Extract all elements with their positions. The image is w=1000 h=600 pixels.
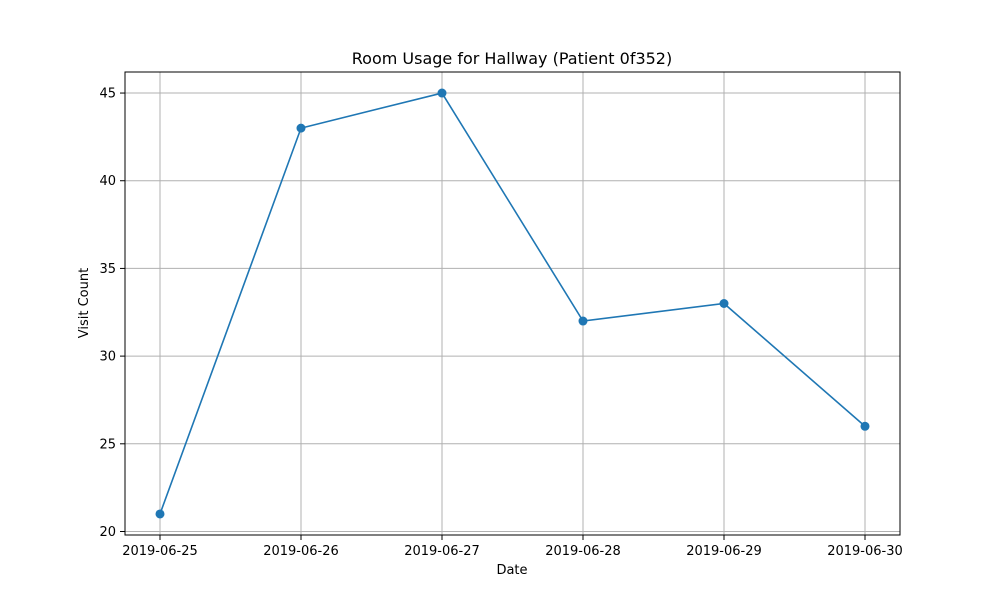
y-tick-label: 30: [99, 350, 116, 365]
x-tick-label: 2019-06-28: [545, 544, 621, 559]
x-tick-label: 2019-06-25: [122, 544, 198, 559]
plot-frame: [124, 71, 901, 536]
y-grid-lines: [125, 92, 900, 532]
y-tick-label: 25: [99, 437, 116, 452]
y-tick-label: 40: [99, 174, 116, 189]
y-tick-label: 20: [99, 525, 116, 540]
x-tick-label: 2019-06-26: [263, 544, 339, 559]
plot-area: [125, 72, 900, 535]
series-points: [155, 88, 870, 519]
chart-title: Room Usage for Hallway (Patient 0f352): [352, 49, 672, 68]
y-tick-label: 45: [99, 87, 116, 102]
series-line: [159, 92, 866, 515]
data-point: [296, 123, 306, 133]
data-point: [437, 88, 447, 98]
y-axis-ticks: 20 25 30 35 40 45: [99, 87, 125, 540]
x-grid-lines: [159, 72, 866, 535]
data-point: [578, 316, 588, 326]
x-axis-label: Date: [496, 563, 527, 578]
data-point: [860, 421, 870, 431]
x-axis-ticks: 2019-06-25 2019-06-26 2019-06-27 2019-06-28…: [122, 535, 903, 559]
x-tick-label: 2019-06-29: [686, 544, 762, 559]
data-point: [719, 299, 729, 308]
x-tick-label: 2019-06-27: [404, 544, 480, 559]
x-tick-label: 2019-06-30: [827, 544, 903, 559]
y-tick-label: 35: [99, 262, 116, 277]
y-axis-label: Visit Count: [77, 268, 92, 338]
data-point: [155, 509, 165, 519]
